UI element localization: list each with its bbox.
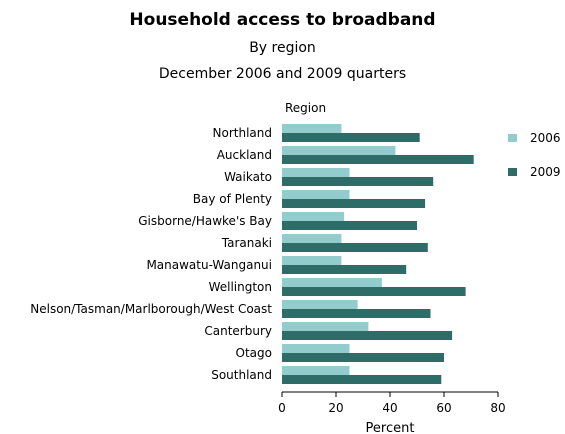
category-label: Wellington — [209, 280, 272, 294]
x-tick-label: 0 — [278, 401, 286, 415]
chart-period-subtitle: December 2006 and 2009 quarters — [158, 66, 407, 82]
bar-2006-7 — [282, 278, 382, 287]
bar-2009-1 — [282, 155, 474, 164]
bar-2009-5 — [282, 243, 428, 252]
category-label: Gisborne/Hawke's Bay — [138, 214, 272, 228]
bar-2009-6 — [282, 265, 407, 274]
bar-2009-2 — [282, 177, 434, 186]
bar-2006-0 — [282, 124, 342, 133]
category-labels: Northland Auckland Waikato Bay of Plenty Gis… — [30, 126, 272, 382]
bar-2006-3 — [282, 190, 350, 199]
bar-2006-11 — [282, 366, 350, 375]
bars-group — [282, 124, 474, 384]
bar-2009-8 — [282, 309, 431, 318]
x-axis-title: Percent — [366, 421, 415, 434]
legend-label-2009: 2009 — [530, 165, 561, 179]
category-label: Canterbury — [204, 324, 272, 338]
category-label: Otago — [236, 346, 272, 360]
x-tick-label: 80 — [490, 401, 505, 415]
x-tick-label: 20 — [328, 401, 343, 415]
bar-2006-2 — [282, 168, 350, 177]
x-tick-label: 60 — [436, 401, 451, 415]
legend-swatch-2009 — [508, 168, 517, 176]
bar-2009-9 — [282, 331, 453, 340]
category-label: Waikato — [224, 170, 272, 184]
chart-subtitle: By region — [249, 40, 316, 56]
bar-2009-10 — [282, 353, 444, 362]
bar-2009-3 — [282, 199, 426, 208]
bar-2009-7 — [282, 287, 466, 296]
legend-swatch-2006 — [508, 134, 517, 142]
category-label: Taranaki — [221, 236, 272, 250]
category-label: Bay of Plenty — [193, 192, 272, 206]
bar-2006-9 — [282, 322, 369, 331]
category-label: Northland — [213, 126, 272, 140]
category-label: Nelson/Tasman/Marlborough/West Coast — [30, 302, 272, 316]
legend: 2006 2009 — [508, 131, 561, 179]
bar-2009-4 — [282, 221, 417, 230]
chart-title: Household access to broadband — [129, 10, 436, 30]
bar-2006-8 — [282, 300, 358, 309]
bar-2009-11 — [282, 375, 442, 384]
y-axis-title: Region — [285, 101, 326, 115]
x-axis-ticks: 0 20 40 60 80 — [278, 392, 506, 415]
category-label: Southland — [211, 368, 272, 382]
legend-label-2006: 2006 — [530, 131, 561, 145]
bar-2006-4 — [282, 212, 345, 221]
category-label: Manawatu-Wanganui — [146, 258, 272, 272]
bar-2009-0 — [282, 133, 420, 142]
bar-2006-6 — [282, 256, 342, 265]
bar-2006-10 — [282, 344, 350, 353]
x-tick-label: 40 — [382, 401, 397, 415]
category-label: Auckland — [217, 148, 272, 162]
bar-2006-1 — [282, 146, 396, 155]
bar-2006-5 — [282, 234, 342, 243]
